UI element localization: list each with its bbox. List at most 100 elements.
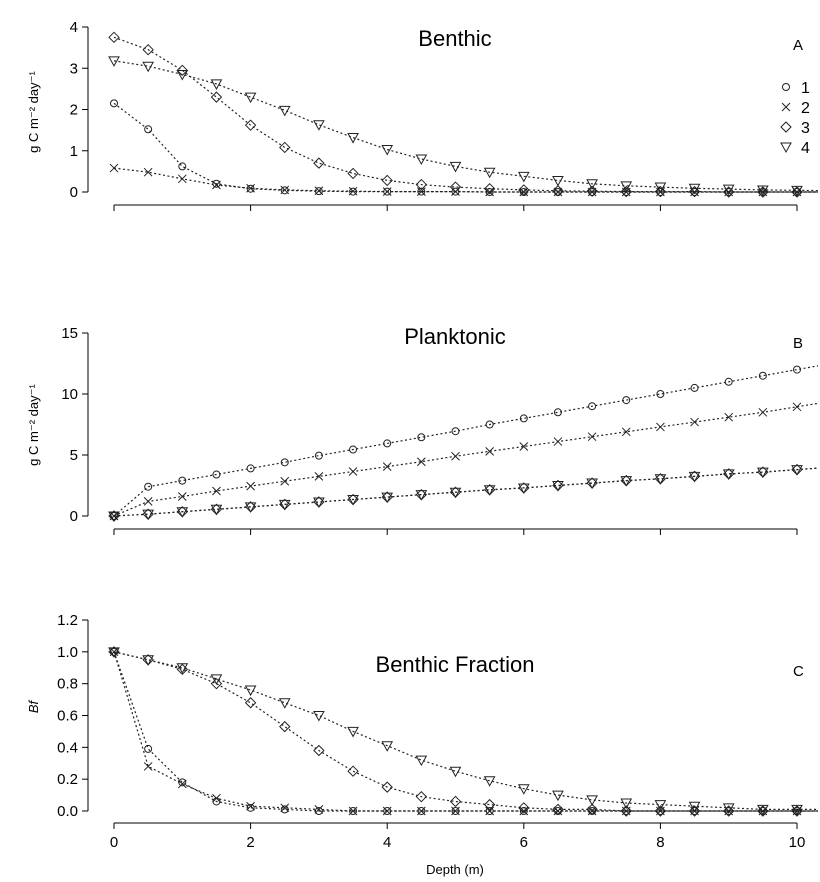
data-point xyxy=(347,167,359,180)
data-point xyxy=(144,744,153,753)
panel-b: 0 5 10 15 Planktonic Bg C m⁻² day⁻¹ xyxy=(26,324,819,535)
data-point xyxy=(519,806,529,816)
panel-title: Planktonic xyxy=(404,324,506,349)
y-tick-label: 2 xyxy=(70,102,78,119)
y-tick-label: 0.2 xyxy=(57,771,78,788)
data-point xyxy=(110,99,118,108)
series-line xyxy=(113,467,819,517)
panel-c: 0.0 0.2 0.4 0.6 0.8 1.0 1.2 0 2 4 6 8 10 Benthic Frac… xyxy=(26,612,818,877)
y-tick-label: 3 xyxy=(70,60,78,77)
data-point xyxy=(620,185,632,198)
series-line xyxy=(113,651,818,810)
data-point xyxy=(519,442,529,451)
data-point xyxy=(688,183,701,195)
data-point xyxy=(142,509,154,521)
series-line xyxy=(113,365,819,517)
series-line xyxy=(113,36,818,193)
data-point xyxy=(177,174,187,184)
data-point xyxy=(483,167,496,179)
data-point xyxy=(381,781,393,793)
data-point xyxy=(791,465,803,476)
data-point xyxy=(449,161,462,173)
data-point xyxy=(382,806,392,816)
y-tick-label: 15 xyxy=(61,325,78,342)
data-point xyxy=(144,482,153,491)
data-point xyxy=(688,185,701,198)
data-point xyxy=(347,765,359,777)
data-point xyxy=(210,91,223,103)
data-point xyxy=(654,182,667,194)
x-tick-label: 10 xyxy=(789,834,806,851)
data-point xyxy=(176,507,189,518)
series-2 xyxy=(109,402,819,521)
data-point xyxy=(654,800,667,811)
series-4 xyxy=(108,465,819,523)
legend-marker xyxy=(781,102,791,112)
data-point xyxy=(757,804,769,816)
data-point xyxy=(210,674,223,685)
data-point xyxy=(588,402,597,411)
data-point xyxy=(415,178,428,191)
panel-letter: B xyxy=(793,335,803,352)
data-point xyxy=(688,471,701,483)
series-3 xyxy=(108,31,818,198)
panel-letter: C xyxy=(793,663,804,680)
data-point xyxy=(280,805,289,814)
legend: 1 2 3 4 xyxy=(780,80,810,157)
data-point xyxy=(314,186,324,196)
data-point xyxy=(722,184,735,196)
data-point xyxy=(347,133,359,144)
data-point xyxy=(688,805,701,817)
data-point xyxy=(722,805,735,817)
data-point xyxy=(381,174,393,187)
data-point xyxy=(620,476,633,487)
data-point xyxy=(280,476,290,486)
data-point xyxy=(176,663,189,674)
data-point xyxy=(451,451,460,461)
data-point xyxy=(586,803,598,816)
data-point xyxy=(278,105,291,117)
data-point xyxy=(108,511,120,523)
data-point xyxy=(108,31,120,44)
data-point xyxy=(517,171,530,183)
data-point xyxy=(381,741,394,752)
y-tick-label: 10 xyxy=(61,386,78,403)
data-point xyxy=(757,186,769,198)
data-point xyxy=(280,185,290,195)
data-point xyxy=(552,175,564,187)
data-point xyxy=(483,798,496,811)
y-tick-label: 0.6 xyxy=(57,708,78,725)
data-point xyxy=(553,408,562,417)
data-point xyxy=(518,184,530,196)
data-point xyxy=(348,806,358,816)
series-line xyxy=(113,60,819,192)
legend-label: 1 xyxy=(801,80,810,97)
data-point xyxy=(246,481,255,491)
data-point xyxy=(210,677,223,690)
y-tick-label: 0.4 xyxy=(57,739,78,756)
data-point xyxy=(416,806,426,816)
data-point xyxy=(553,187,563,197)
data-point xyxy=(314,471,324,481)
data-point xyxy=(416,457,426,467)
data-point xyxy=(586,179,598,190)
data-point xyxy=(416,187,426,196)
data-point xyxy=(451,806,460,816)
data-point xyxy=(485,187,495,197)
y-tick-label: 5 xyxy=(70,447,78,464)
data-point xyxy=(586,795,598,806)
data-point xyxy=(142,61,154,73)
data-point xyxy=(654,805,667,817)
data-point xyxy=(519,414,528,423)
data-point xyxy=(143,762,153,771)
data-point xyxy=(483,776,496,787)
data-point xyxy=(485,420,494,429)
panel-letter: A xyxy=(793,37,803,54)
data-point xyxy=(656,422,665,432)
data-point xyxy=(314,805,324,814)
data-point xyxy=(244,119,257,131)
x-tick-label: 4 xyxy=(383,834,391,851)
data-point xyxy=(178,162,187,171)
series-line xyxy=(113,167,818,193)
data-point xyxy=(621,427,631,437)
